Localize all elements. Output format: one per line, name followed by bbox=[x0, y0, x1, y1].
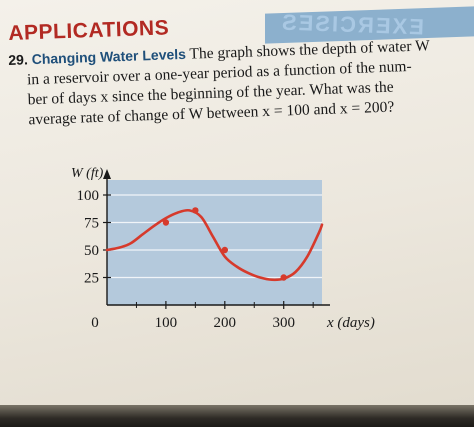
marked-point-4 bbox=[280, 274, 287, 281]
x-tick-label-100: 100 bbox=[155, 315, 178, 331]
y-tick-label-50: 50 bbox=[84, 243, 99, 259]
x-axis-label: x (days) bbox=[326, 315, 375, 331]
depth-curve bbox=[105, 208, 324, 282]
x-tick-label-200: 200 bbox=[214, 315, 237, 331]
origin-label: 0 bbox=[91, 315, 99, 331]
plot-background bbox=[107, 180, 322, 305]
problem-29: 29. Changing Water Levels The graph show… bbox=[8, 34, 461, 131]
x-tick-label-300: 300 bbox=[272, 315, 295, 331]
y-axis-arrow bbox=[103, 169, 111, 179]
y-axis-label: W (ft) bbox=[71, 166, 104, 181]
y-tick-label-25: 25 bbox=[84, 271, 99, 287]
textbook-page: EXERCISES APPLICATIONS 29. Changing Wate… bbox=[0, 0, 474, 410]
marked-point-2 bbox=[192, 207, 199, 214]
page-edge-shadow bbox=[0, 405, 474, 427]
section-title: APPLICATIONS bbox=[8, 16, 170, 45]
problem-name: Changing Water Levels bbox=[31, 45, 187, 68]
depth-chart-svg: 25 50 75 100 100 200 300 0 W (ft) x (days) bbox=[71, 166, 375, 331]
marked-point-1 bbox=[162, 219, 170, 226]
y-tick-label-75: 75 bbox=[84, 216, 99, 232]
marked-point-3 bbox=[221, 246, 229, 254]
problem-number: 29. bbox=[8, 51, 29, 68]
y-tick-label-100: 100 bbox=[77, 188, 100, 204]
depth-graph: 25 50 75 100 100 200 300 0 W (ft) x (days) bbox=[60, 150, 390, 345]
